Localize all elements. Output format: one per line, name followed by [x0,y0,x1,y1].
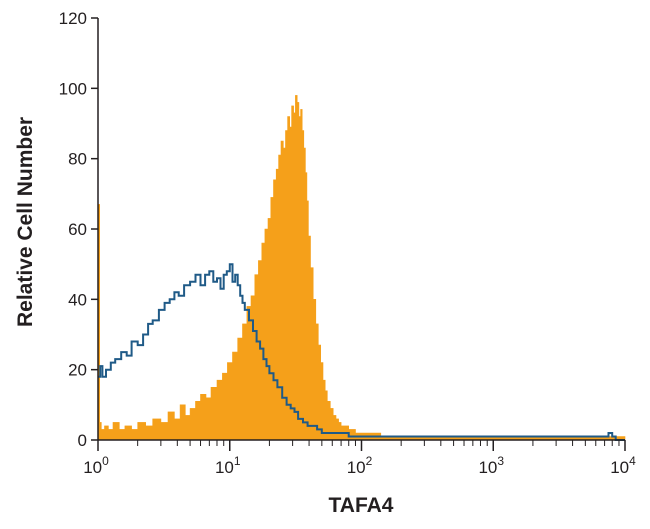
y-tick-label: 100 [59,79,87,98]
x-tick-label: 100 [83,454,109,477]
x-ticks: 100 101 102 103 104 [83,440,636,477]
y-tick-label: 80 [68,150,87,169]
x-tick-label: 104 [610,454,636,477]
x-tick-label: 102 [347,454,373,477]
y-ticks: 0 20 40 60 80 100 120 [59,9,98,450]
y-tick-label: 0 [78,431,87,450]
x-tick-label: 101 [215,454,241,477]
y-tick-label: 20 [68,361,87,380]
histogram-outline-series [98,263,625,441]
histogram-filled-series [97,95,626,441]
y-tick-label: 40 [68,290,87,309]
y-axis-title: Relative Cell Number [14,117,37,327]
y-tick-label: 60 [68,220,87,239]
x-axis-title: TAFA4 [329,494,394,517]
x-tick-label: 103 [478,454,504,477]
plot-series [97,95,626,441]
y-tick-label: 120 [59,9,87,28]
axes [97,18,625,441]
